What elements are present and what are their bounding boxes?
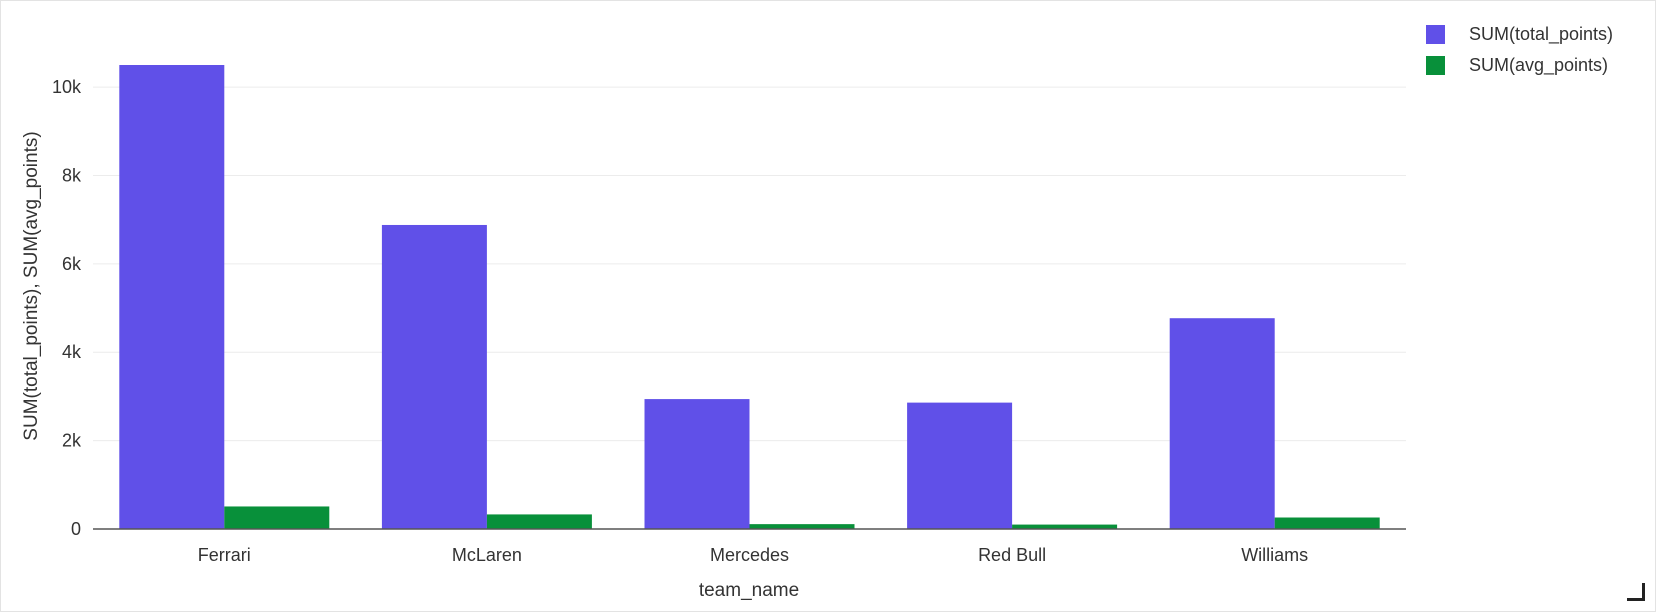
x-tick-label: Williams xyxy=(1241,545,1308,565)
bar-avg-points xyxy=(1274,517,1380,529)
y-tick-label: 10k xyxy=(52,77,82,97)
legend-swatch-total-points xyxy=(1426,25,1445,44)
x-tick-label: Mercedes xyxy=(710,545,789,565)
x-tick-label: Ferrari xyxy=(198,545,251,565)
x-tick-label: Red Bull xyxy=(978,545,1046,565)
axes: 0 2k 4k 6k 8k 10k Ferrari McLaren Mercedes Red Bu… xyxy=(52,77,1406,565)
bar-total-points xyxy=(907,402,1013,529)
bar-total-points xyxy=(1169,318,1275,529)
bar-total-points xyxy=(644,399,750,529)
resize-handle-icon[interactable] xyxy=(1627,583,1645,601)
y-tick-label: 6k xyxy=(62,254,82,274)
bar-avg-points xyxy=(224,506,330,529)
y-tick-label: 2k xyxy=(62,431,82,451)
legend-item-avg-points[interactable]: SUM(avg_points) xyxy=(1426,50,1613,81)
legend-item-total-points[interactable]: SUM(total_points) xyxy=(1426,19,1613,50)
legend-label-avg-points: SUM(avg_points) xyxy=(1469,55,1609,75)
bar-total-points xyxy=(381,224,487,529)
bar-avg-points xyxy=(1012,524,1118,529)
bar-total-points xyxy=(119,65,225,529)
bar-avg-points xyxy=(749,524,855,529)
bar-avg-points xyxy=(486,514,592,529)
y-axis-title: SUM(total_points), SUM(avg_points) xyxy=(21,131,42,440)
y-tick-label: 0 xyxy=(71,519,81,539)
y-tick-label: 4k xyxy=(62,342,82,362)
legend-label-total-points: SUM(total_points) xyxy=(1469,24,1614,44)
x-axis-title: team_name xyxy=(699,580,799,601)
legend-swatch-avg-points xyxy=(1426,56,1445,75)
y-tick-label: 8k xyxy=(62,165,82,185)
legend: SUM(total_points) SUM(avg_points) xyxy=(1426,19,1613,81)
x-tick-label: McLaren xyxy=(452,545,522,565)
bars xyxy=(119,65,1380,529)
